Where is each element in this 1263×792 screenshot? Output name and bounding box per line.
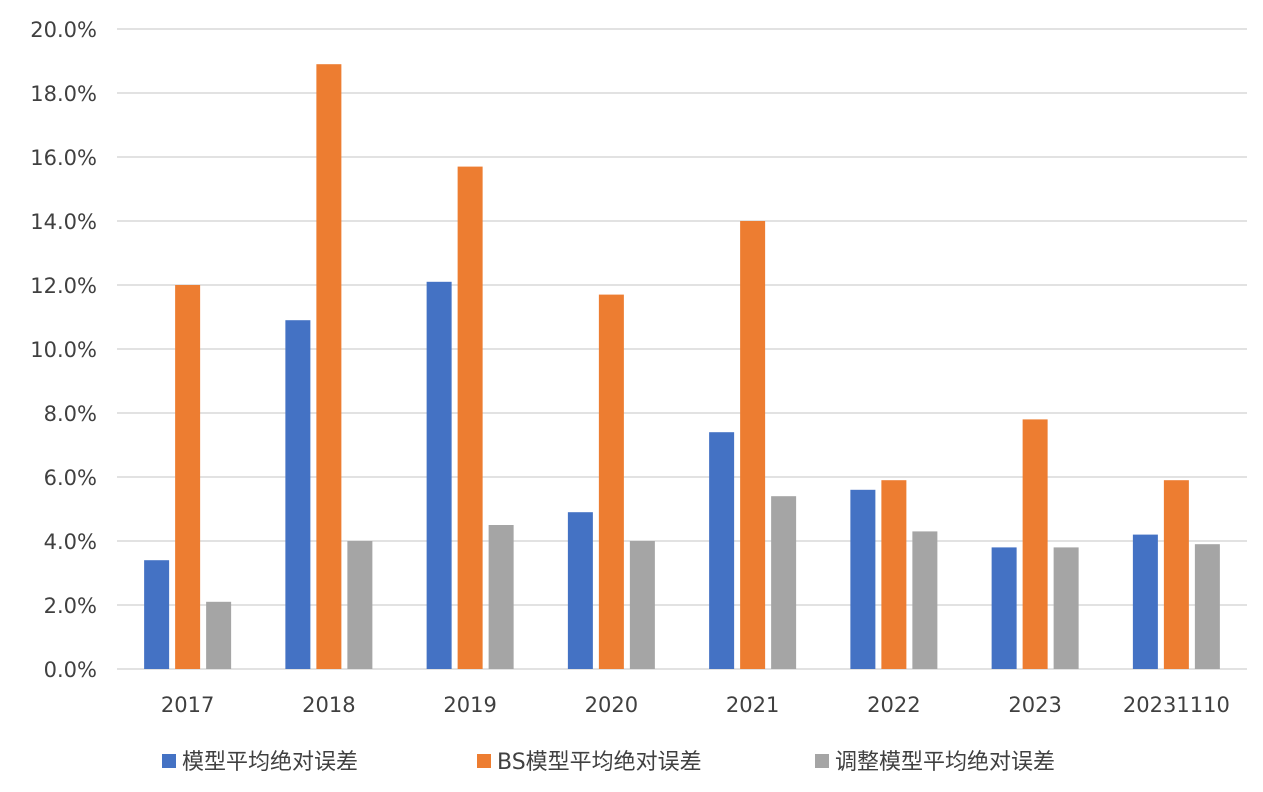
bar [771,496,797,669]
bar [488,525,514,669]
bar [740,221,766,669]
x-tick-label: 2017 [161,693,214,717]
bar [285,320,311,669]
bar [426,281,452,669]
bar [175,285,201,669]
bar [1132,534,1158,669]
bars [144,64,1220,669]
y-tick-label: 12.0% [30,274,97,298]
legend-label: BS模型平均绝对误差 [497,750,702,775]
legend-swatch [477,754,491,768]
x-tick-label: 2020 [585,693,638,717]
y-tick-label: 20.0% [30,18,97,42]
bar [709,432,735,669]
bar [316,64,342,669]
bar [1053,547,1079,669]
legend-label: 模型平均绝对误差 [182,750,358,775]
bar [850,489,876,669]
bar [1163,480,1189,669]
y-tick-label: 10.0% [30,338,97,362]
legend: 模型平均绝对误差 BS模型平均绝对误差 调整模型平均绝对误差 [162,750,1055,775]
bar [567,512,593,669]
bar [991,547,1017,669]
x-axis-ticks: 2017 2018 2019 2020 2021 2022 2023 20231110 [161,693,1230,717]
y-axis-ticks: 0.0% 2.0% 4.0% 6.0% 8.0% 10.0% 12.0% 14.0% 16.0%… [30,18,97,682]
x-tick-label: 2018 [302,693,355,717]
y-tick-label: 2.0% [44,594,97,618]
x-tick-label: 2023 [1008,693,1061,717]
bar [206,601,232,669]
x-tick-label: 2021 [726,693,779,717]
y-tick-label: 4.0% [44,530,97,554]
y-tick-label: 8.0% [44,402,97,426]
legend-swatch [162,754,176,768]
bar [347,541,373,669]
bar [144,560,170,669]
bar [598,294,624,669]
y-tick-label: 6.0% [44,466,97,490]
y-tick-label: 14.0% [30,210,97,234]
x-tick-label: 20231110 [1123,693,1230,717]
bar [881,480,907,669]
bar [457,166,483,669]
bar [912,531,938,669]
bar [1022,419,1048,669]
y-tick-label: 16.0% [30,146,97,170]
bar [1194,544,1220,669]
x-tick-label: 2019 [443,693,496,717]
y-tick-label: 0.0% [44,658,97,682]
legend-swatch [815,754,829,768]
y-tick-label: 18.0% [30,82,97,106]
legend-label: 调整模型平均绝对误差 [835,750,1055,775]
x-tick-label: 2022 [867,693,920,717]
bar [629,541,655,669]
